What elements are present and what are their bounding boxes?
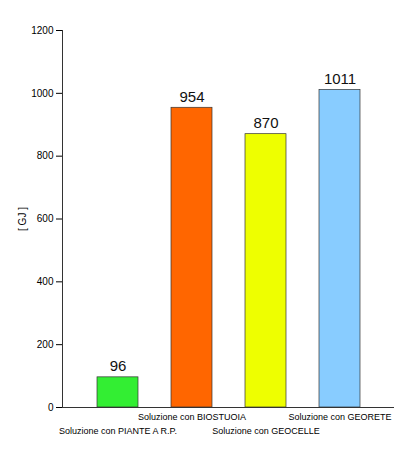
- svg-text:870: 870: [253, 114, 278, 131]
- svg-text:1200: 1200: [31, 25, 54, 36]
- svg-text:200: 200: [37, 339, 54, 350]
- svg-text:[ GJ ]: [ GJ ]: [17, 207, 28, 231]
- svg-text:Soluzione con PIANTE A R.P.: Soluzione con PIANTE A R.P.: [59, 426, 177, 436]
- svg-text:Soluzione con GEORETE: Soluzione con GEORETE: [288, 412, 391, 422]
- svg-text:Soluzione con BIOSTUOIA: Soluzione con BIOSTUOIA: [138, 412, 246, 422]
- svg-text:1000: 1000: [31, 88, 54, 99]
- svg-text:Soluzione con GEOCELLE: Soluzione con GEOCELLE: [212, 426, 320, 436]
- svg-text:954: 954: [179, 88, 204, 105]
- svg-text:96: 96: [110, 357, 127, 374]
- svg-text:0: 0: [48, 402, 54, 413]
- svg-text:800: 800: [37, 150, 54, 161]
- svg-text:600: 600: [37, 213, 54, 224]
- svg-text:400: 400: [37, 276, 54, 287]
- svg-text:1011: 1011: [324, 70, 356, 87]
